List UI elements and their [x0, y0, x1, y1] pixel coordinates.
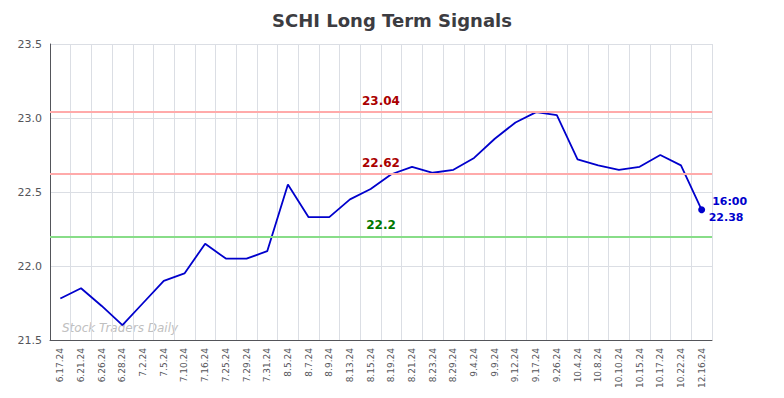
svg-text:7.10.24: 7.10.24	[179, 348, 189, 383]
svg-text:16:00: 16:00	[712, 195, 747, 208]
svg-text:Stock Traders Daily: Stock Traders Daily	[62, 321, 179, 335]
svg-text:6.28.24: 6.28.24	[117, 348, 127, 383]
svg-text:10.17.24: 10.17.24	[655, 348, 665, 388]
svg-text:10.8.24: 10.8.24	[593, 348, 603, 383]
svg-text:21.5: 21.5	[18, 334, 43, 347]
svg-text:8.13.24: 8.13.24	[345, 348, 355, 383]
svg-text:8.19.24: 8.19.24	[386, 348, 396, 383]
svg-text:9.9.24: 9.9.24	[490, 348, 500, 377]
svg-text:23.04: 23.04	[362, 94, 400, 108]
svg-text:7.5.24: 7.5.24	[159, 348, 169, 377]
svg-text:7.16.24: 7.16.24	[200, 348, 210, 383]
svg-text:10.15.24: 10.15.24	[635, 348, 645, 388]
svg-text:22.2: 22.2	[366, 218, 396, 232]
svg-text:8.29.24: 8.29.24	[448, 348, 458, 383]
svg-text:7.31.24: 7.31.24	[262, 348, 272, 383]
svg-text:9.17.24: 9.17.24	[531, 348, 541, 383]
svg-text:10.22.24: 10.22.24	[676, 348, 686, 388]
svg-text:8.7.24: 8.7.24	[304, 348, 314, 377]
svg-text:6.21.24: 6.21.24	[76, 348, 86, 383]
svg-text:8.9.24: 8.9.24	[324, 348, 334, 377]
svg-text:SCHI Long Term Signals: SCHI Long Term Signals	[272, 10, 512, 31]
svg-text:6.17.24: 6.17.24	[55, 348, 65, 383]
svg-text:23.5: 23.5	[18, 38, 43, 51]
svg-text:6.26.24: 6.26.24	[97, 348, 107, 383]
svg-text:7.2.24: 7.2.24	[138, 348, 148, 377]
svg-text:12.16.24: 12.16.24	[697, 348, 707, 388]
svg-text:8.23.24: 8.23.24	[428, 348, 438, 383]
svg-text:22.0: 22.0	[18, 260, 43, 273]
svg-text:8.5.24: 8.5.24	[283, 348, 293, 377]
svg-text:22.38: 22.38	[709, 211, 744, 224]
svg-text:23.0: 23.0	[18, 112, 43, 125]
svg-text:8.15.24: 8.15.24	[366, 348, 376, 383]
svg-text:10.10.24: 10.10.24	[614, 348, 624, 388]
svg-text:7.29.24: 7.29.24	[242, 348, 252, 383]
svg-text:9.26.24: 9.26.24	[552, 348, 562, 383]
svg-text:22.62: 22.62	[362, 156, 400, 170]
svg-text:7.25.24: 7.25.24	[221, 348, 231, 383]
svg-text:22.5: 22.5	[18, 186, 43, 199]
svg-text:8.21.24: 8.21.24	[407, 348, 417, 383]
svg-text:9.12.24: 9.12.24	[510, 348, 520, 383]
svg-text:10.4.24: 10.4.24	[573, 348, 583, 383]
svg-text:9.4.24: 9.4.24	[469, 348, 479, 377]
